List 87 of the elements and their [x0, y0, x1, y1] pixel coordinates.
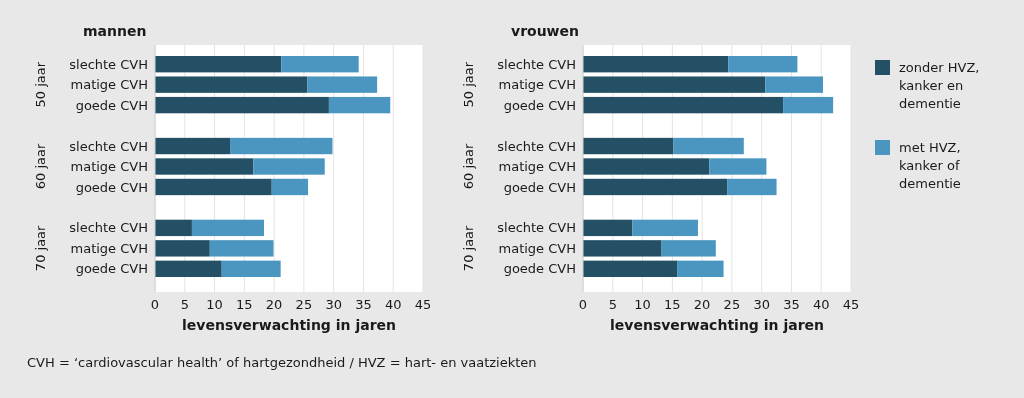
bar — [155, 219, 192, 237]
text: CVH = ‘cardiovascular health’ of hartgezondheid / HVZ = hart- en vaatziekten — [27, 355, 537, 370]
y-tick-label: matige CVH — [498, 240, 576, 256]
x-axis-title: levensverwachting in jaren — [182, 317, 396, 333]
y-tick-label: goede CVH — [503, 97, 576, 113]
x-tick-label: 45 — [414, 297, 432, 312]
x-tick-label: 40 — [812, 297, 830, 312]
bar — [783, 96, 834, 114]
y-tick-label: matige CVH — [498, 159, 576, 175]
x-tick-label: 25 — [295, 297, 313, 312]
x-tick-label: 10 — [634, 297, 651, 312]
text: 60 jaar — [460, 143, 476, 190]
bar — [155, 240, 210, 257]
y-tick-label: goede CVH — [75, 179, 148, 195]
bar — [632, 219, 698, 237]
chart-title: mannen — [83, 23, 147, 39]
bar — [281, 56, 359, 73]
y-tick-label: goede CVH — [75, 261, 148, 277]
bar — [307, 76, 378, 93]
bar — [155, 260, 222, 277]
bar — [155, 137, 231, 155]
y-tick-label: slechte CVH — [497, 220, 576, 236]
bar — [583, 240, 662, 257]
bar — [328, 96, 391, 114]
x-tick-label: 5 — [608, 297, 617, 312]
x-tick-label: 30 — [753, 297, 770, 312]
bar — [728, 56, 798, 73]
bar — [583, 137, 674, 155]
legend-label: met HVZ, kanker of dementie — [899, 140, 961, 191]
x-tick-label: 35 — [783, 297, 800, 312]
bar — [221, 260, 281, 277]
y-tick-label: slechte CVH — [497, 56, 576, 72]
x-tick-label: 0 — [578, 297, 588, 312]
bar — [583, 260, 678, 277]
text: 60 jaar — [32, 143, 48, 190]
bar — [709, 158, 767, 175]
y-tick-label: slechte CVH — [69, 220, 148, 236]
bar — [583, 96, 784, 114]
bar — [209, 240, 274, 257]
x-tick-label: 45 — [842, 297, 860, 312]
x-tick-label: 5 — [180, 297, 189, 312]
x-axis-title: levensverwachting in jaren — [610, 317, 824, 333]
bar — [673, 137, 744, 155]
bar — [191, 219, 264, 237]
bar — [155, 178, 272, 196]
bar — [661, 240, 716, 257]
bar — [253, 158, 325, 175]
y-tick-label: goede CVH — [503, 179, 576, 195]
x-tick-label: 15 — [236, 297, 253, 312]
text: 70 jaar — [32, 224, 48, 272]
y-tick-label: matige CVH — [70, 77, 148, 93]
bar — [583, 56, 729, 73]
y-tick-label: goede CVH — [503, 261, 576, 277]
text: 70 jaar — [460, 224, 476, 272]
y-tick-label: slechte CVH — [497, 138, 576, 154]
bar — [583, 178, 728, 196]
x-tick-label: 25 — [723, 297, 741, 312]
bar — [583, 76, 766, 93]
x-tick-label: 15 — [664, 297, 681, 312]
x-tick-label: 20 — [265, 297, 283, 312]
x-tick-label: 20 — [693, 297, 711, 312]
bar — [677, 260, 724, 277]
bar — [155, 76, 308, 93]
y-tick-label: matige CVH — [70, 159, 148, 175]
bar — [155, 96, 329, 114]
y-tick-label: matige CVH — [498, 77, 576, 93]
y-tick-label: matige CVH — [70, 240, 148, 256]
bar — [155, 158, 254, 175]
bar — [271, 178, 309, 196]
bar — [765, 76, 824, 93]
text: 50 jaar — [32, 61, 48, 108]
bar — [583, 219, 633, 237]
y-tick-label: slechte CVH — [69, 56, 148, 72]
y-tick-label: goede CVH — [75, 97, 148, 113]
bar — [727, 178, 777, 196]
bar — [583, 158, 710, 175]
x-tick-label: 0 — [150, 297, 160, 312]
legend-label: zonder HVZ, kanker en dementie — [899, 60, 980, 111]
x-tick-label: 10 — [206, 297, 223, 312]
y-tick-label: slechte CVH — [69, 138, 148, 154]
bar — [230, 137, 333, 155]
x-tick-label: 30 — [325, 297, 342, 312]
bar — [155, 56, 282, 73]
text: 50 jaar — [460, 61, 476, 108]
x-tick-label: 40 — [384, 297, 402, 312]
chart-title: vrouwen — [511, 23, 580, 39]
x-tick-label: 35 — [355, 297, 372, 312]
